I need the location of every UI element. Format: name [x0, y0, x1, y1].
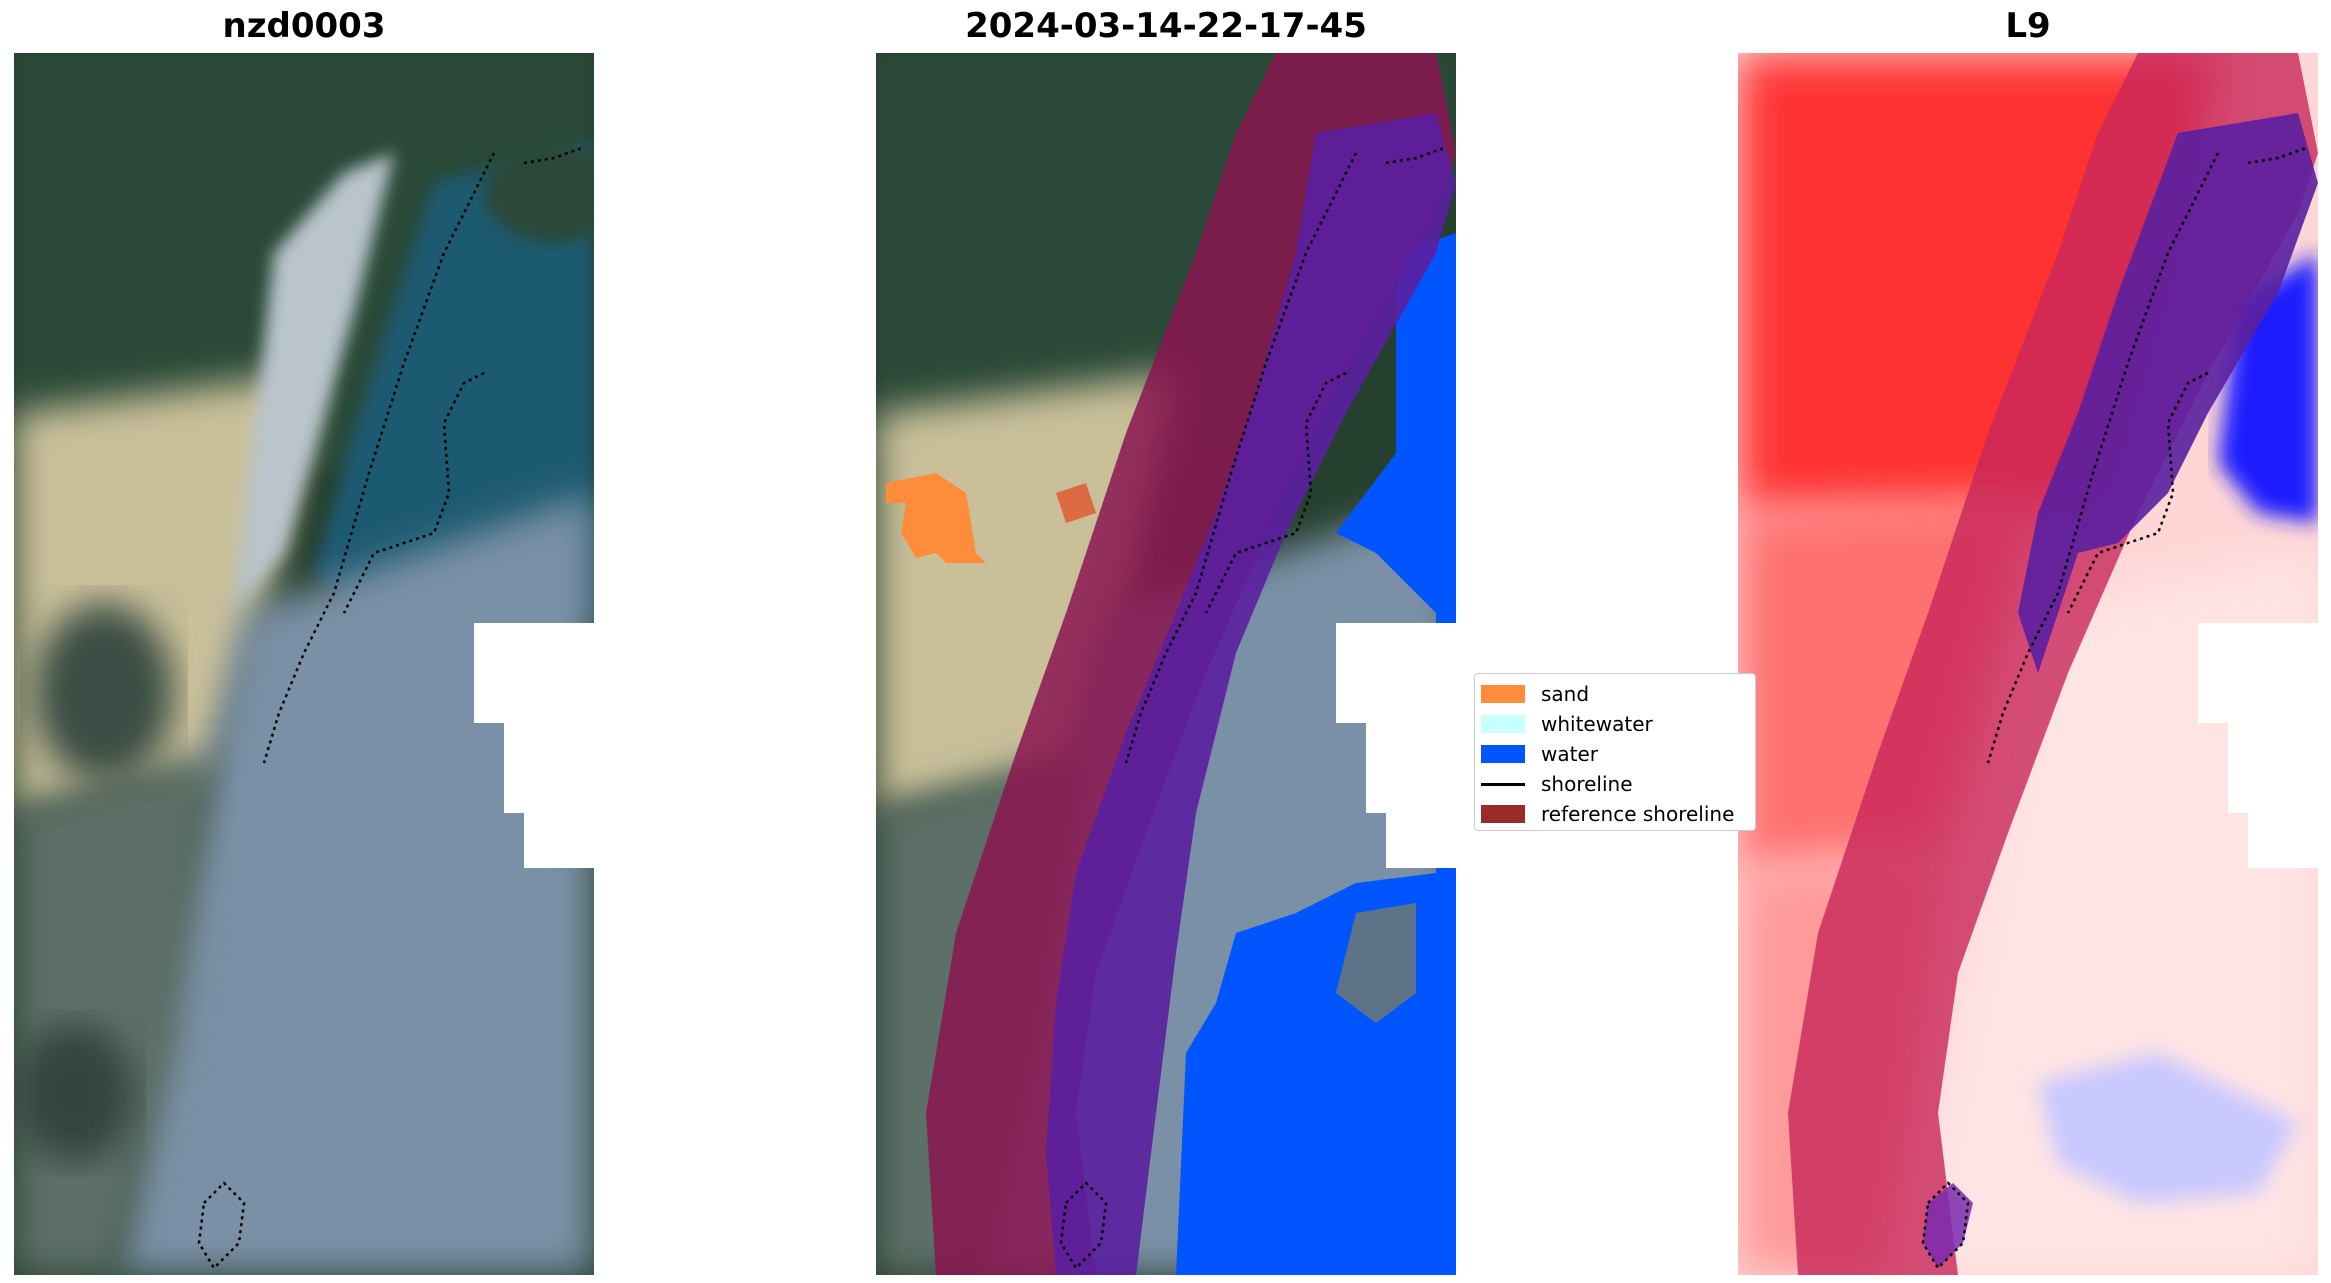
legend-item-sand: sand — [1481, 681, 1589, 707]
rgb-image — [14, 53, 594, 1275]
legend-item-water: water — [1481, 741, 1598, 767]
panel-title-index: L9 — [2005, 6, 2051, 46]
panel-title-classification: 2024-03-14-22-17-45 — [965, 6, 1367, 46]
index-panel — [1738, 53, 2318, 1275]
panel-title-rgb: nzd0003 — [222, 6, 386, 46]
classification-image — [876, 53, 1456, 1275]
legend-label-water: water — [1541, 742, 1598, 766]
legend-label-whitewater: whitewater — [1541, 712, 1653, 736]
legend-item-reference-shoreline: reference shoreline — [1481, 801, 1734, 827]
rgb-image-panel — [14, 53, 594, 1275]
legend-label-sand: sand — [1541, 682, 1590, 706]
water-swatch — [1481, 745, 1525, 763]
legend-item-shoreline: shoreline — [1481, 771, 1633, 797]
legend: sand whitewater water shoreline referenc… — [1474, 673, 1756, 831]
sand-swatch — [1481, 685, 1525, 703]
reference-shoreline-swatch — [1481, 805, 1525, 823]
shoreline-swatch — [1481, 782, 1525, 786]
legend-label-reference-shoreline: reference shoreline — [1541, 802, 1735, 826]
legend-item-whitewater: whitewater — [1481, 711, 1653, 737]
legend-label-shoreline: shoreline — [1541, 772, 1633, 796]
classification-panel — [876, 53, 1456, 1275]
whitewater-swatch — [1481, 715, 1525, 733]
index-image — [1738, 53, 2318, 1275]
